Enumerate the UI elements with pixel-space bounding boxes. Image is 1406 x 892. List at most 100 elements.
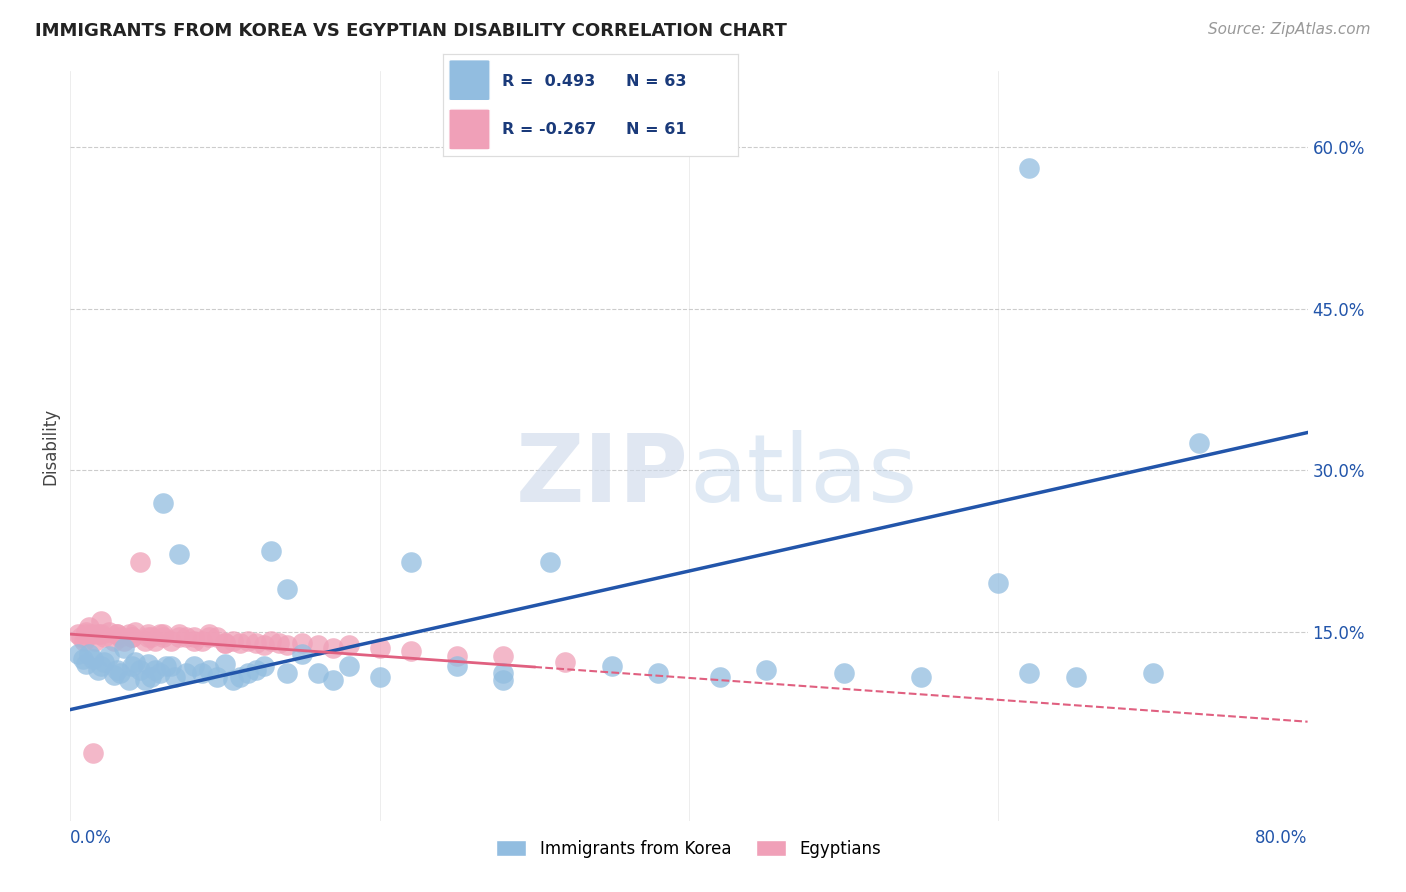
Egyptians bbox=[90, 614, 112, 628]
Immigrants from Korea bbox=[1142, 665, 1164, 680]
Egyptians bbox=[260, 633, 283, 648]
Egyptians bbox=[98, 624, 120, 639]
Immigrants from Korea bbox=[160, 659, 183, 673]
Egyptians bbox=[93, 631, 115, 645]
Text: R =  0.493: R = 0.493 bbox=[502, 74, 595, 88]
Text: ZIP: ZIP bbox=[516, 430, 689, 522]
Text: R = -0.267: R = -0.267 bbox=[502, 122, 596, 137]
Egyptians bbox=[82, 746, 105, 760]
Egyptians bbox=[229, 636, 252, 650]
Egyptians bbox=[291, 636, 314, 650]
Egyptians bbox=[207, 631, 229, 645]
Immigrants from Korea bbox=[145, 663, 166, 677]
Immigrants from Korea bbox=[67, 647, 90, 661]
Immigrants from Korea bbox=[87, 663, 110, 677]
Immigrants from Korea bbox=[492, 665, 515, 680]
Egyptians bbox=[105, 627, 128, 641]
Immigrants from Korea bbox=[136, 657, 159, 672]
Egyptians bbox=[368, 641, 391, 656]
Immigrants from Korea bbox=[1018, 665, 1040, 680]
Egyptians bbox=[108, 631, 131, 645]
Immigrants from Korea bbox=[90, 659, 112, 673]
Immigrants from Korea bbox=[152, 495, 174, 509]
Egyptians bbox=[75, 624, 97, 639]
Immigrants from Korea bbox=[75, 657, 97, 672]
Egyptians bbox=[174, 631, 197, 645]
Text: 0.0%: 0.0% bbox=[70, 830, 112, 847]
Text: IMMIGRANTS FROM KOREA VS EGYPTIAN DISABILITY CORRELATION CHART: IMMIGRANTS FROM KOREA VS EGYPTIAN DISABI… bbox=[35, 22, 787, 40]
Egyptians bbox=[160, 633, 183, 648]
Immigrants from Korea bbox=[291, 647, 314, 661]
Egyptians bbox=[399, 644, 422, 658]
Text: N = 61: N = 61 bbox=[626, 122, 686, 137]
Egyptians bbox=[554, 655, 576, 669]
Egyptians bbox=[121, 631, 143, 645]
Egyptians bbox=[134, 633, 156, 648]
Immigrants from Korea bbox=[1018, 161, 1040, 176]
Immigrants from Korea bbox=[214, 657, 236, 672]
Egyptians bbox=[307, 638, 329, 652]
Immigrants from Korea bbox=[114, 641, 135, 656]
Immigrants from Korea bbox=[72, 652, 94, 666]
Text: Source: ZipAtlas.com: Source: ZipAtlas.com bbox=[1208, 22, 1371, 37]
Egyptians bbox=[90, 627, 112, 641]
Egyptians bbox=[269, 636, 291, 650]
Immigrants from Korea bbox=[832, 665, 855, 680]
Immigrants from Korea bbox=[260, 544, 283, 558]
Egyptians bbox=[84, 633, 107, 648]
Egyptians bbox=[222, 633, 245, 648]
Egyptians bbox=[75, 627, 97, 641]
Egyptians bbox=[121, 631, 143, 645]
Egyptians bbox=[145, 633, 166, 648]
Egyptians bbox=[446, 648, 468, 663]
Immigrants from Korea bbox=[709, 670, 731, 684]
Text: atlas: atlas bbox=[689, 430, 917, 522]
Immigrants from Korea bbox=[149, 665, 172, 680]
Immigrants from Korea bbox=[647, 665, 669, 680]
Immigrants from Korea bbox=[600, 659, 623, 673]
Immigrants from Korea bbox=[492, 673, 515, 688]
Immigrants from Korea bbox=[222, 673, 245, 688]
Legend: Immigrants from Korea, Egyptians: Immigrants from Korea, Egyptians bbox=[489, 833, 889, 864]
Egyptians bbox=[118, 627, 141, 641]
Egyptians bbox=[198, 627, 221, 641]
Immigrants from Korea bbox=[399, 555, 422, 569]
Immigrants from Korea bbox=[108, 665, 131, 680]
Egyptians bbox=[322, 641, 344, 656]
Egyptians bbox=[77, 619, 100, 633]
FancyBboxPatch shape bbox=[449, 60, 491, 101]
Immigrants from Korea bbox=[155, 659, 177, 673]
Immigrants from Korea bbox=[229, 670, 252, 684]
Immigrants from Korea bbox=[245, 663, 267, 677]
Egyptians bbox=[245, 636, 267, 650]
Text: 80.0%: 80.0% bbox=[1256, 830, 1308, 847]
Egyptians bbox=[136, 627, 159, 641]
Egyptians bbox=[214, 636, 236, 650]
Immigrants from Korea bbox=[910, 670, 932, 684]
Immigrants from Korea bbox=[446, 659, 468, 673]
Immigrants from Korea bbox=[82, 652, 105, 666]
Egyptians bbox=[114, 633, 135, 648]
Immigrants from Korea bbox=[174, 665, 197, 680]
Egyptians bbox=[105, 627, 128, 641]
Immigrants from Korea bbox=[165, 670, 187, 684]
Immigrants from Korea bbox=[276, 665, 298, 680]
Immigrants from Korea bbox=[98, 648, 120, 663]
Immigrants from Korea bbox=[755, 663, 778, 677]
Immigrants from Korea bbox=[253, 659, 276, 673]
Egyptians bbox=[253, 638, 276, 652]
Immigrants from Korea bbox=[167, 547, 190, 561]
Egyptians bbox=[183, 633, 205, 648]
Egyptians bbox=[238, 633, 260, 648]
Immigrants from Korea bbox=[198, 663, 221, 677]
Immigrants from Korea bbox=[337, 659, 360, 673]
Egyptians bbox=[492, 648, 515, 663]
Egyptians bbox=[198, 631, 221, 645]
Egyptians bbox=[149, 627, 172, 641]
Egyptians bbox=[191, 633, 214, 648]
Immigrants from Korea bbox=[238, 665, 260, 680]
Egyptians bbox=[214, 636, 236, 650]
Immigrants from Korea bbox=[368, 670, 391, 684]
Egyptians bbox=[276, 638, 298, 652]
Egyptians bbox=[124, 624, 146, 639]
